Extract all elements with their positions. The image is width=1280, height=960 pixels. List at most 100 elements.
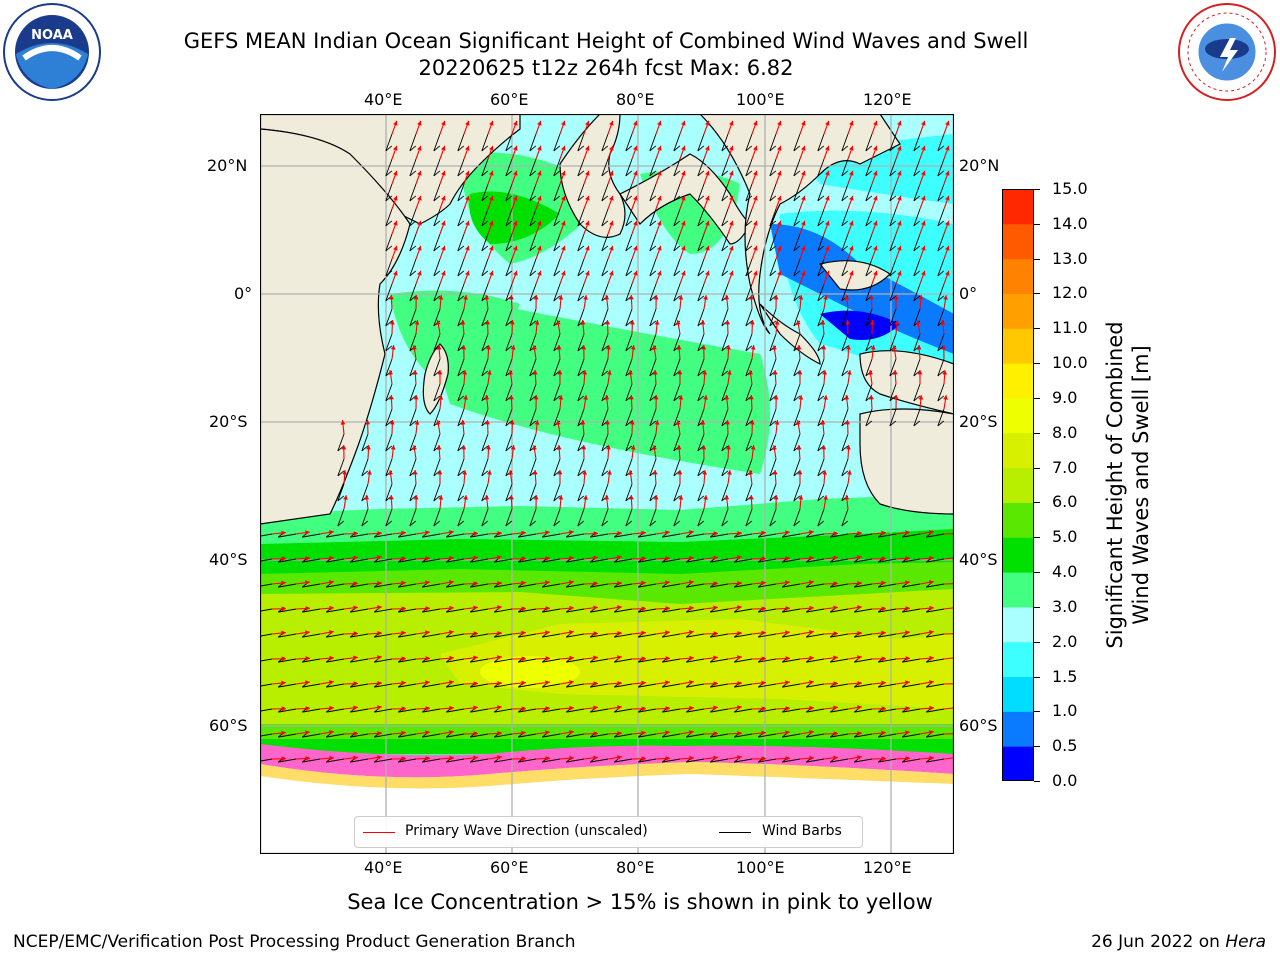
wind-barb — [374, 708, 393, 713]
wind-barb — [638, 733, 657, 738]
wind-barb — [878, 633, 897, 638]
wave-direction-arrowhead — [657, 245, 662, 251]
wave-direction-arrowhead — [425, 530, 430, 536]
wave-direction-arrowhead — [833, 705, 838, 711]
wind-barb — [542, 658, 561, 663]
wave-direction-arrowhead — [569, 729, 574, 735]
wind-barb-flag — [385, 170, 393, 177]
colorbar-tick-label: 4.0 — [1052, 562, 1078, 582]
wind-barb — [662, 608, 681, 613]
wind-barb — [398, 608, 417, 613]
wind-barb-flag — [649, 270, 657, 277]
wind-barb-flag — [577, 220, 585, 227]
wind-barb-flag — [529, 295, 537, 302]
wave-direction-arrowhead — [393, 195, 398, 201]
wind-barb-flag — [529, 395, 537, 402]
wind-barb — [326, 583, 345, 588]
wind-barb-flag — [505, 170, 513, 177]
wind-barb — [409, 408, 417, 427]
wave-direction-arrowhead — [377, 555, 382, 560]
wave-direction-arrowhead — [460, 320, 466, 325]
wave-direction-arrowhead — [461, 445, 467, 450]
wind-barb-flag — [913, 270, 921, 277]
wave-direction-arrowhead — [628, 470, 634, 475]
wind-barb — [398, 533, 417, 538]
lat-tick-left-60s: 60°S — [209, 716, 248, 735]
wind-barb — [422, 533, 441, 538]
wave-direction-arrowhead — [700, 420, 706, 425]
wave-direction-arrowhead — [921, 120, 926, 126]
wind-barb-flag — [841, 170, 849, 177]
wind-barb-flag — [385, 520, 393, 527]
wave-direction-arrowhead — [676, 345, 682, 350]
wave-direction-arrowhead — [412, 470, 418, 475]
wind-barb — [841, 308, 849, 327]
wave-direction-arrowhead — [809, 679, 814, 685]
wave-direction-arrowhead — [772, 345, 777, 350]
wind-barb — [710, 533, 729, 538]
wind-barb — [697, 208, 705, 227]
wave-direction-arrowhead — [545, 730, 550, 736]
wave-direction-arrowhead — [465, 220, 470, 226]
wind-barb — [385, 408, 393, 427]
wave-direction-arrowhead — [729, 120, 734, 126]
wave-direction-arrowhead — [389, 395, 394, 400]
wave-direction-arrowhead — [463, 395, 468, 400]
wave-direction-arrowhead — [390, 345, 396, 350]
wind-barb — [817, 383, 825, 402]
wave-direction-arrowhead — [425, 706, 430, 711]
wind-barb — [913, 233, 921, 252]
wind-barb — [673, 408, 681, 427]
wave-direction-arrowhead — [753, 145, 758, 151]
wave-direction-arrowhead — [761, 606, 766, 612]
wind-barb — [350, 633, 369, 638]
wave-direction-arrowhead — [737, 730, 742, 736]
wave-direction-arrowhead — [713, 531, 718, 537]
wind-barb — [446, 558, 465, 563]
wave-direction-arrowhead — [929, 605, 934, 611]
wind-barb-flag — [889, 220, 897, 227]
wind-barb — [830, 583, 849, 588]
wave-direction-arrowhead — [561, 220, 566, 226]
wave-direction-arrowhead — [438, 395, 444, 400]
wave-direction-arrowhead — [785, 606, 790, 611]
wind-barb-flag — [697, 470, 705, 477]
wind-barb — [457, 283, 465, 302]
wind-barb — [625, 308, 633, 327]
wave-direction-arrowhead — [641, 530, 646, 536]
wave-direction-arrowhead — [705, 245, 710, 251]
wave-direction-arrowhead — [774, 420, 780, 425]
wind-barb — [854, 583, 873, 588]
wind-barb — [457, 208, 465, 227]
wind-barb — [529, 383, 537, 402]
wind-barb-flag — [841, 445, 849, 452]
wave-direction-arrowhead — [401, 680, 406, 686]
wave-direction-arrowhead — [641, 756, 646, 762]
wind-barb — [446, 758, 465, 763]
wind-barb — [601, 208, 609, 227]
wave-direction-arrowhead — [940, 320, 946, 325]
wind-barb — [793, 433, 801, 452]
wind-barb — [601, 133, 609, 152]
wind-barb — [721, 358, 729, 377]
wave-direction-arrowhead — [513, 120, 518, 126]
wave-direction-arrowhead — [641, 656, 646, 662]
wind-barb-flag — [505, 195, 513, 202]
wave-direction-arrowhead — [425, 730, 430, 736]
wind-barb-flag — [841, 345, 849, 352]
colorbar-tick-label: 11.0 — [1052, 318, 1088, 338]
wind-barb — [638, 633, 657, 638]
wave-direction-arrowhead — [777, 270, 782, 276]
wave-direction-arrowhead — [353, 755, 358, 761]
wind-barb — [457, 383, 465, 402]
wind-barb — [446, 658, 465, 663]
wind-barb — [529, 508, 537, 527]
wave-direction-arrowhead — [545, 606, 550, 611]
wind-barb — [481, 408, 489, 427]
wave-direction-arrowhead — [281, 706, 286, 712]
wind-barb — [505, 308, 513, 327]
wave-direction-arrowhead — [417, 145, 422, 151]
wave-direction-arrowhead — [609, 220, 614, 226]
wind-barb — [793, 258, 801, 277]
wave-direction-arrowhead — [617, 755, 622, 760]
